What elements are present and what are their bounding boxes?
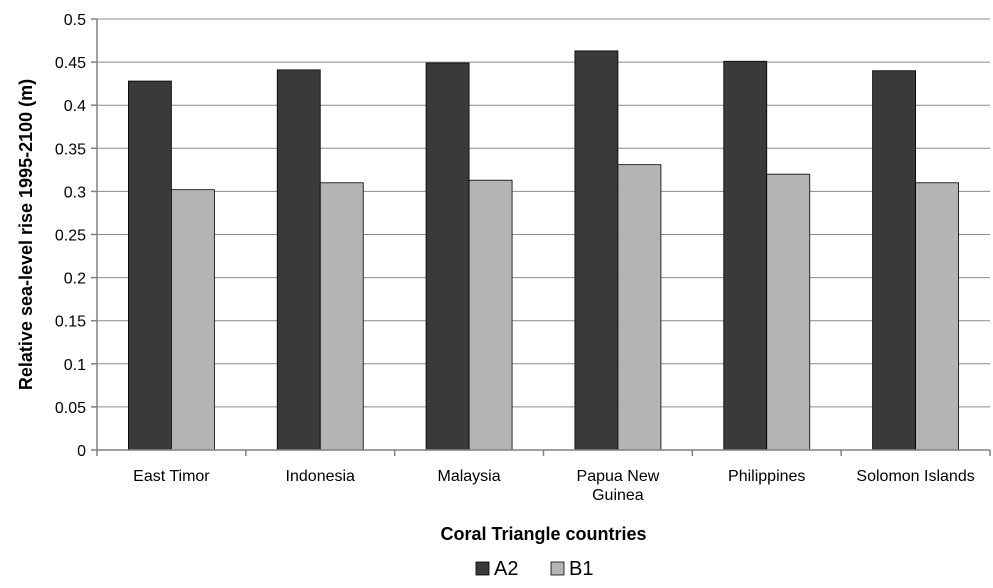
bar-a2 bbox=[872, 70, 916, 451]
legend-swatch-a2 bbox=[475, 561, 490, 576]
bar-b1 bbox=[319, 182, 364, 451]
y-tick-label: 0.1 bbox=[64, 357, 86, 374]
x-tick-label: Malaysia bbox=[438, 468, 501, 485]
x-tick-label: Indonesia bbox=[286, 468, 355, 485]
y-tick-label: 0.4 bbox=[64, 98, 86, 115]
y-tick-label: 0.15 bbox=[55, 314, 86, 331]
bar-a2 bbox=[276, 69, 321, 451]
y-axis-title: Relative sea-level rise 1995-2100 (m) bbox=[16, 79, 36, 390]
x-axis-title: Coral Triangle countries bbox=[440, 524, 646, 544]
bar-a2 bbox=[425, 62, 470, 451]
y-tick-label: 0.3 bbox=[64, 184, 86, 201]
bar-b1 bbox=[171, 189, 215, 451]
legend-swatch-b1 bbox=[550, 561, 565, 576]
y-tick-label: 0.05 bbox=[55, 400, 86, 417]
bar-a2 bbox=[128, 80, 172, 451]
bar-a2 bbox=[574, 50, 619, 451]
x-tick-label: Papua New Guinea bbox=[577, 468, 660, 504]
legend-label-b1: B1 bbox=[569, 558, 593, 580]
bars bbox=[128, 50, 959, 451]
legend: A2 B1 bbox=[475, 558, 593, 580]
gridlines bbox=[91, 18, 991, 456]
bar-b1 bbox=[915, 182, 959, 451]
y-tick-label: 0.35 bbox=[55, 141, 86, 158]
y-tick-label: 0.45 bbox=[55, 55, 86, 72]
y-tick-label: 0 bbox=[77, 443, 86, 460]
legend-label-a2: A2 bbox=[494, 558, 518, 580]
x-tick-labels: East Timor Indonesia Malaysia Papua New Guin… bbox=[133, 468, 975, 504]
bar-b1 bbox=[766, 173, 811, 451]
x-tick-label: Philippines bbox=[728, 468, 805, 485]
bar-a2 bbox=[723, 60, 768, 451]
x-tick-label: Solomon Islands bbox=[856, 468, 974, 485]
x-tick-label: East Timor bbox=[133, 468, 210, 485]
y-tick-label: 0.2 bbox=[64, 271, 86, 288]
axes bbox=[96, 19, 990, 451]
y-tick-labels: 0 0.05 0.1 0.15 0.2 0.25 0.3 0.35 0.4 0.45 0.5 bbox=[55, 12, 86, 460]
bar-b1 bbox=[468, 179, 513, 451]
y-tick-label: 0.25 bbox=[55, 228, 86, 245]
y-tick-label: 0.5 bbox=[64, 12, 86, 29]
bar-b1 bbox=[617, 164, 662, 451]
